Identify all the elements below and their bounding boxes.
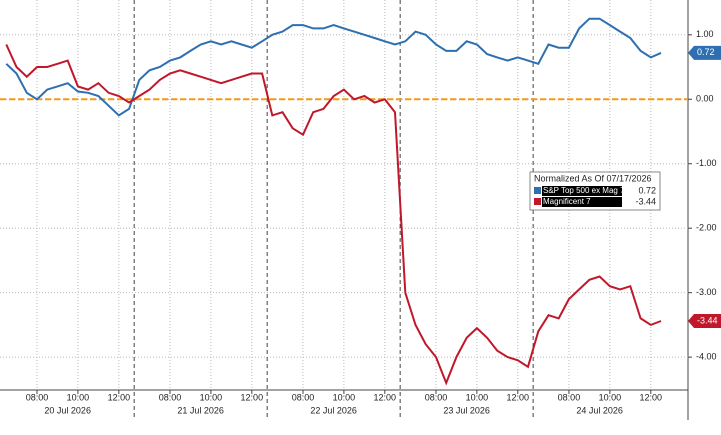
value-tag-label: -3.44	[697, 315, 718, 325]
y-tick-label: -3.00	[696, 287, 717, 297]
y-tick-label: 1.00	[696, 29, 714, 39]
day-label: 20 Jul 2026	[44, 405, 91, 415]
legend-title: Normalized As Of 07/17/2026	[534, 173, 652, 183]
y-tick-label: 0.00	[696, 94, 714, 104]
value-tag	[688, 45, 721, 60]
y-tick-label: -4.00	[696, 351, 717, 361]
day-label: 24 Jul 2026	[576, 405, 623, 415]
day-label: 23 Jul 2026	[443, 405, 490, 415]
series-line	[5, 44, 662, 386]
x-tick-label: 08:00	[425, 392, 448, 402]
x-tick-label: 10:00	[599, 392, 622, 402]
x-tick-label: 10:00	[333, 392, 356, 402]
day-label: 21 Jul 2026	[177, 405, 224, 415]
y-tick-label: -2.00	[696, 223, 717, 233]
legend-value: -3.44	[635, 196, 656, 206]
x-tick-label: 08:00	[26, 392, 49, 402]
x-tick-label: 08:00	[558, 392, 581, 402]
x-tick-label: 12:00	[241, 392, 264, 402]
x-tick-label: 12:00	[507, 392, 530, 402]
value-tag-label: 0.72	[697, 47, 715, 57]
legend-entry-bg	[542, 197, 622, 207]
series-line	[5, 17, 662, 117]
x-tick-label: 12:00	[640, 392, 663, 402]
x-tick-label: 10:00	[67, 392, 90, 402]
x-tick-label: 08:00	[159, 392, 182, 402]
legend-label: Magnificent 7	[543, 197, 591, 206]
legend-label: S&P Top 500 ex Mag 7	[543, 186, 625, 195]
day-label: 22 Jul 2026	[310, 405, 357, 415]
legend-swatch	[534, 198, 541, 205]
legend-entry-bg	[542, 186, 622, 196]
x-tick-label: 08:00	[292, 392, 315, 402]
x-tick-label: 12:00	[374, 392, 397, 402]
y-tick-label: -1.00	[696, 158, 717, 168]
x-tick-label: 10:00	[466, 392, 489, 402]
value-tag	[688, 314, 721, 329]
x-tick-label: 10:00	[200, 392, 223, 402]
x-tick-label: 12:00	[108, 392, 131, 402]
legend-swatch	[534, 187, 541, 194]
legend-value: 0.72	[638, 185, 656, 195]
